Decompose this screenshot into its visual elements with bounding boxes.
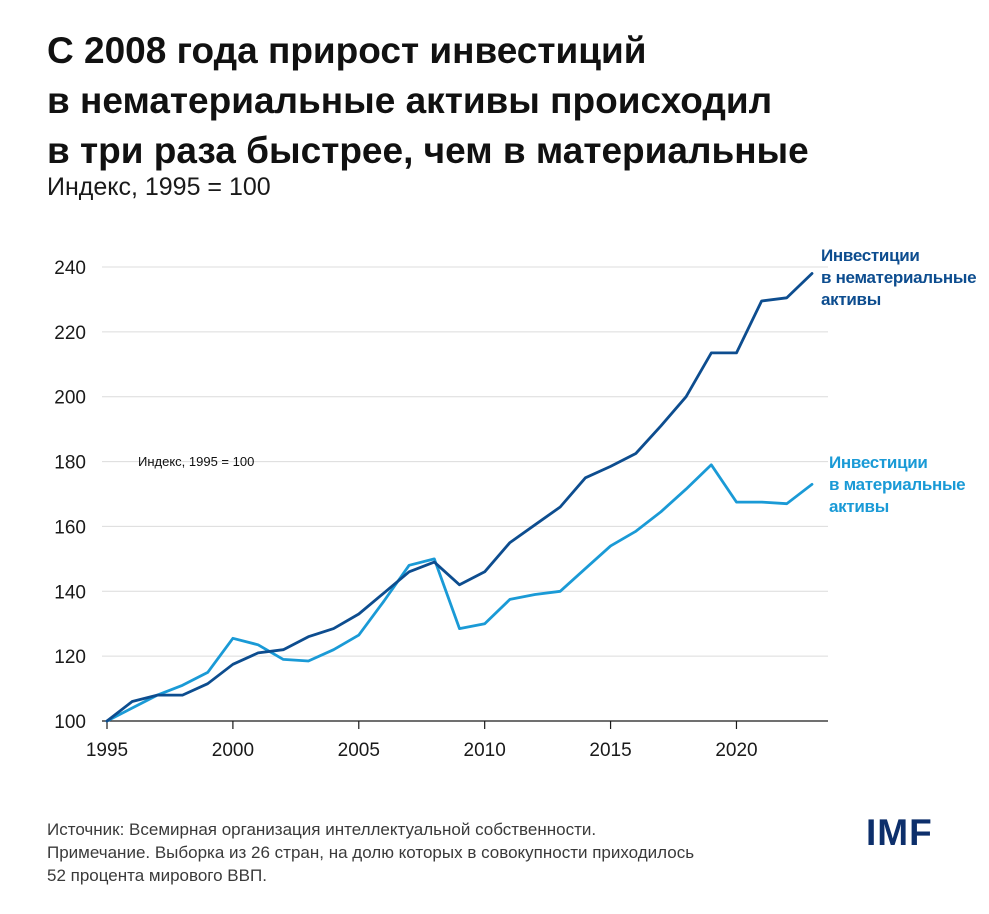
title-line-3: в три раза быстрее, чем в материальные — [47, 130, 809, 171]
series-label-intangible: Инвестиции в нематериальные активы — [821, 245, 977, 311]
series-label-intangible-line-3: активы — [821, 290, 881, 309]
y-tick-label-160: 160 — [54, 517, 86, 538]
y-tick-label-220: 220 — [54, 323, 86, 344]
series-label-intangible-line-1: Инвестиции — [821, 246, 920, 265]
series-label-tangible-line-1: Инвестиции — [829, 453, 928, 472]
x-tick-label-1995: 1995 — [86, 740, 128, 761]
x-tick-label-2020: 2020 — [715, 740, 757, 761]
y-axis-ticks: 100 120 140 160 180 200 220 240 — [54, 258, 86, 733]
x-tick-label-2015: 2015 — [589, 740, 631, 761]
title-line-1: С 2008 года прирост инвестиций — [47, 30, 647, 71]
imf-logo: IMF — [866, 812, 933, 853]
series-line-intangible — [105, 272, 814, 723]
series-lines — [105, 272, 814, 723]
note-line-2: 52 процента мирового ВВП. — [47, 866, 267, 885]
chart-subtitle: Индекс, 1995 = 100 — [47, 173, 271, 201]
series-label-intangible-line-2: в нематериальные — [821, 268, 977, 287]
chart-annotation: Индекс, 1995 = 100 — [138, 454, 254, 469]
x-axis-ticks: 1995 2000 2005 2010 2015 2020 — [86, 721, 758, 761]
chart-title: С 2008 года прирост инвестиций в нематер… — [47, 26, 967, 176]
note-line-1: Примечание. Выборка из 26 стран, на долю… — [47, 843, 695, 862]
x-tick-label-2000: 2000 — [212, 740, 254, 761]
series-label-tangible-line-2: в материальные — [829, 475, 966, 494]
x-tick-label-2005: 2005 — [338, 740, 380, 761]
y-tick-label-100: 100 — [54, 712, 86, 733]
series-label-tangible-line-3: активы — [829, 497, 889, 516]
y-tick-label-200: 200 — [54, 388, 86, 409]
y-tick-label-240: 240 — [54, 258, 86, 279]
title-line-2: в нематериальные активы происходил — [47, 80, 773, 121]
source-text: Источник: Всемирная организация интеллек… — [47, 820, 597, 839]
grid-lines — [102, 266, 828, 722]
y-tick-label-180: 180 — [54, 453, 86, 474]
series-label-tangible: Инвестиции в материальные активы — [829, 452, 966, 518]
x-tick-label-2010: 2010 — [464, 740, 506, 761]
y-tick-label-140: 140 — [54, 582, 86, 603]
y-tick-label-120: 120 — [54, 647, 86, 668]
chart-footer: Источник: Всемирная организация интеллек… — [47, 818, 694, 887]
series-line-tangible — [105, 463, 814, 723]
